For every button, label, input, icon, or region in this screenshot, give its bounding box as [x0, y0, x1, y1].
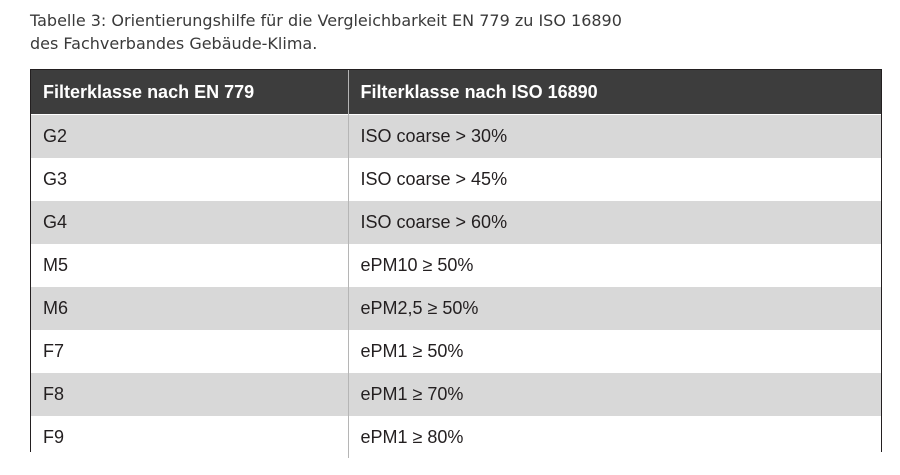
header-en779: Filterklasse nach EN 779 — [31, 70, 348, 115]
filter-class-table: Filterklasse nach EN 779 Filterklasse na… — [30, 69, 882, 458]
table-header-row: Filterklasse nach EN 779 Filterklasse na… — [31, 70, 881, 115]
cell-iso16890: ePM1 ≥ 50% — [347, 329, 881, 373]
cell-en779: G3 — [31, 157, 348, 201]
cell-iso16890: ePM1 ≥ 80% — [347, 415, 881, 458]
table-row: G2 ISO coarse > 30% — [31, 114, 881, 158]
cell-iso16890: ePM1 ≥ 70% — [347, 372, 881, 416]
table-row: G4 ISO coarse > 60% — [31, 200, 881, 244]
comparison-table: Filterklasse nach EN 779 Filterklasse na… — [31, 70, 881, 458]
table-row: F7 ePM1 ≥ 50% — [31, 329, 881, 373]
cell-en779: M6 — [31, 286, 348, 330]
cell-en779: G4 — [31, 200, 348, 244]
header-iso16890: Filterklasse nach ISO 16890 — [347, 70, 881, 115]
cell-en779: F7 — [31, 329, 348, 373]
table-row: G3 ISO coarse > 45% — [31, 157, 881, 201]
cell-iso16890: ISO coarse > 45% — [347, 157, 881, 201]
cell-en779: F9 — [31, 415, 348, 458]
cell-en779: F8 — [31, 372, 348, 416]
cell-iso16890: ePM10 ≥ 50% — [347, 243, 881, 287]
caption-line-1: Tabelle 3: Orientierungshilfe für die Ve… — [30, 11, 622, 30]
table-row: M6 ePM2,5 ≥ 50% — [31, 286, 881, 330]
cell-en779: M5 — [31, 243, 348, 287]
cell-en779: G2 — [31, 114, 348, 158]
table-row: M5 ePM10 ≥ 50% — [31, 243, 881, 287]
table-caption: Tabelle 3: Orientierungshilfe für die Ve… — [30, 9, 880, 55]
table-row: F9 ePM1 ≥ 80% — [31, 415, 881, 458]
table-row: F8 ePM1 ≥ 70% — [31, 372, 881, 416]
caption-line-2: des Fachverbandes Gebäude-Klima. — [30, 34, 318, 53]
cell-iso16890: ISO coarse > 30% — [347, 114, 881, 158]
cell-iso16890: ISO coarse > 60% — [347, 200, 881, 244]
cell-iso16890: ePM2,5 ≥ 50% — [347, 286, 881, 330]
